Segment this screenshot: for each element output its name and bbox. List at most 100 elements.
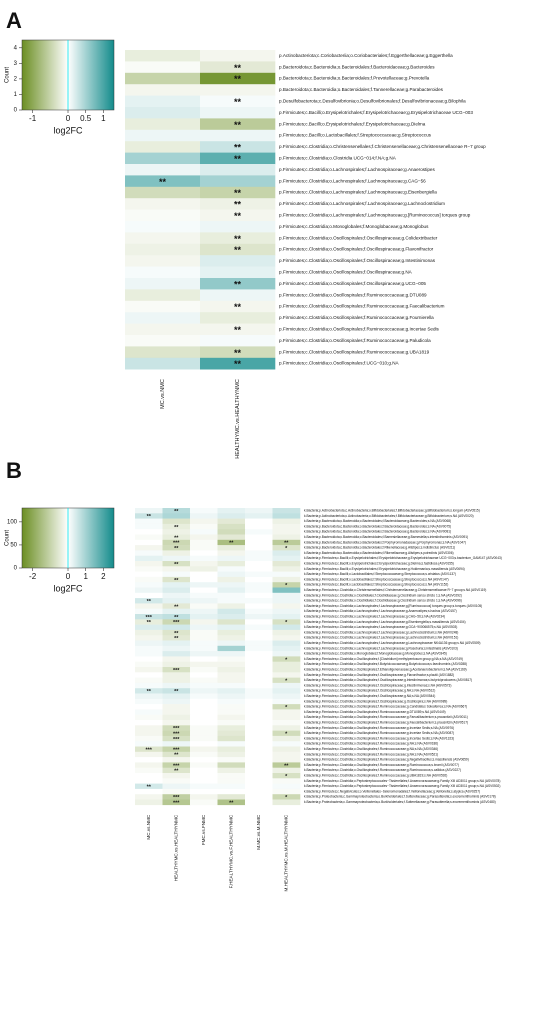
heatmap-cell — [190, 598, 218, 604]
heatmap-cell — [135, 539, 163, 546]
heatmap-cell — [162, 550, 191, 556]
row-label: k.Bacteria;p.Bacteroidota;c.Bacteroidia;… — [304, 540, 466, 544]
row-label: k.Bacteria;p.Firmicutes;c.Clostridia;o.O… — [304, 742, 438, 746]
heatmap-cell — [135, 773, 163, 779]
heatmap-cell — [217, 762, 246, 768]
heatmap-cell — [125, 243, 201, 256]
heatmap-cell — [272, 629, 301, 636]
heatmap-cell — [245, 778, 273, 784]
heatmap-cell — [135, 619, 163, 625]
row-label: p.Firmicutes;c.Clostridia;o.Clostridia U… — [279, 156, 397, 161]
heatmap-cell — [190, 693, 218, 700]
heatmap-cell — [162, 709, 191, 715]
heatmap-cell — [200, 50, 276, 62]
heatmap-cell — [200, 266, 276, 279]
heatmap-cell — [135, 513, 163, 519]
row-label: p.Firmicutes;c.Clostridia;o.Oscillospira… — [279, 247, 434, 252]
heatmap-cell — [190, 762, 218, 768]
heatmap-cell — [217, 587, 246, 594]
significance-mark: * — [285, 795, 288, 801]
heatmap-cell — [217, 672, 246, 678]
heatmap-cell — [135, 656, 163, 662]
heatmap-cell — [135, 778, 163, 784]
heatmap-cell — [217, 661, 246, 668]
significance-mark: * — [285, 705, 288, 711]
heatmap-cell — [200, 118, 276, 131]
heatmap-cell — [272, 587, 301, 594]
heatmap-cell — [217, 651, 246, 657]
significance-mark: ** — [174, 578, 179, 584]
heatmap-cell — [135, 523, 163, 530]
heatmap-cell — [272, 725, 301, 731]
heatmap-cell — [217, 545, 246, 551]
significance-mark: *** — [173, 726, 180, 732]
heatmap-cell — [135, 635, 163, 641]
heatmap-cell — [135, 693, 163, 700]
row-label: k.Bacteria;p.Firmicutes;c.Clostridia;o.O… — [304, 678, 472, 682]
heatmap-cell — [217, 550, 246, 556]
heatmap-cell — [245, 603, 273, 609]
heatmap-cell — [135, 550, 163, 556]
heatmap-cell — [272, 773, 301, 779]
heatmap-cell — [272, 640, 301, 647]
significance-mark: ** — [234, 143, 242, 153]
heatmap-cell — [272, 672, 301, 678]
heatmap-cell — [272, 767, 301, 774]
significance-mark: * — [285, 732, 288, 738]
significance-mark: *** — [146, 747, 153, 753]
heatmap-cell — [200, 152, 276, 165]
heatmap-cell — [200, 72, 276, 85]
heatmap-cell — [217, 561, 246, 567]
key-y-tick-label: 0 — [14, 566, 18, 572]
heatmap-cell — [245, 534, 273, 541]
heatmap-cell — [135, 714, 163, 721]
row-label: k.Bacteria;p.Bacteroidota;c.Bacteroidia;… — [304, 530, 451, 534]
key-x-tick-label: -2 — [29, 572, 37, 581]
heatmap-cell — [217, 592, 246, 599]
heatmap-cell — [162, 730, 191, 737]
heatmap-cell — [162, 539, 191, 546]
significance-mark: ** — [234, 234, 242, 244]
heatmap-cell — [162, 704, 191, 710]
row-label: p.Firmicutes;c.Clostridia;o.Lachnospiral… — [279, 178, 426, 183]
row-label: p.Firmicutes;c.Clostridia;o.Oscillospira… — [279, 338, 431, 343]
row-label: k.Bacteria;p.Firmicutes;c.Clostridia;o.O… — [304, 662, 467, 666]
heatmap-cell — [162, 508, 191, 514]
row-label: p.Firmicutes;c.Bacilli;o.Lactobacillales… — [279, 133, 432, 138]
heatmap-cell — [217, 714, 246, 721]
row-label: k.Bacteria;p.Firmicutes;c.Bacilli;o.Erys… — [304, 567, 465, 571]
heatmap-cell — [272, 545, 301, 551]
row-label: p.Bacteroidota;c.Bacteroidia;o.Bacteroid… — [279, 64, 435, 69]
heatmap-cell — [135, 624, 163, 631]
row-label: p.Firmicutes;c.Bacilli;o.Erysipelotricha… — [279, 110, 473, 115]
heatmap-cell — [125, 164, 201, 176]
heatmap-cell — [135, 608, 163, 615]
heatmap-cell — [135, 720, 163, 726]
heatmap-cell — [190, 624, 218, 631]
heatmap-cell — [217, 534, 246, 541]
row-label: p.Firmicutes;c.Clostridia;o.Monoglobales… — [279, 224, 429, 229]
row-label: k.Bacteria;p.Firmicutes;c.Clostridia;o.O… — [304, 768, 461, 772]
heatmap-cell — [217, 704, 246, 710]
significance-mark: ** — [234, 200, 242, 210]
heatmap-cell — [135, 614, 163, 620]
heatmap-cell — [217, 598, 246, 604]
heatmap-cell — [125, 300, 201, 313]
heatmap-cell — [162, 741, 191, 747]
heatmap-cell — [245, 629, 273, 636]
heatmap-cell — [272, 624, 301, 631]
heatmap-cell — [190, 672, 218, 678]
heatmap-cell — [135, 788, 163, 795]
heatmap-cell — [135, 767, 163, 774]
heatmap-cell — [162, 587, 191, 594]
heatmap-cell — [272, 582, 301, 588]
heatmap-cell — [272, 778, 301, 784]
heatmap-cell — [135, 741, 163, 747]
heatmap-cell — [272, 571, 301, 578]
heatmap-cell — [135, 534, 163, 541]
heatmap-cell — [272, 555, 301, 562]
row-label: p.Bacteroidota;c.Bacteroidia;o.Bacteroid… — [279, 87, 444, 92]
row-label: p.Firmicutes;c.Clostridia;o.Oscillospira… — [279, 292, 427, 297]
row-label: k.Bacteria;p.Firmicutes;c.Bacilli;o.Lact… — [304, 572, 456, 576]
heatmap-cell — [162, 788, 191, 795]
